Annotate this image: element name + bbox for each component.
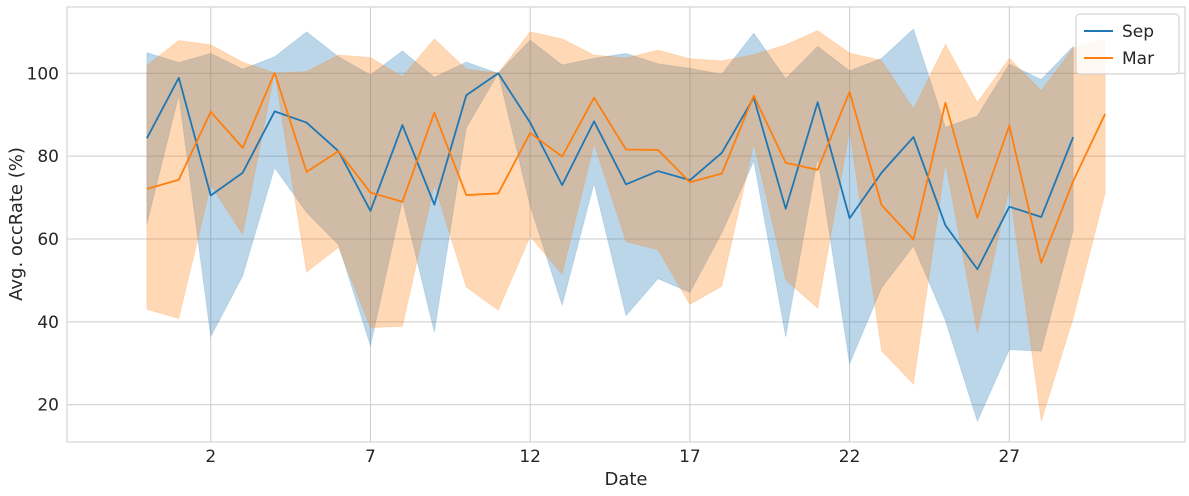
plot-frame	[66, 6, 1186, 443]
x-tick-label: 17	[679, 447, 701, 467]
x-tick-label: 22	[839, 447, 861, 467]
legend-label-sep: Sep	[1122, 22, 1154, 42]
band-sep	[146, 28, 1074, 423]
plot-background	[67, 7, 1185, 442]
series-line-mar	[146, 71, 1106, 264]
y-tick-label: 80	[37, 147, 59, 167]
y-tick-label: 20	[37, 396, 59, 416]
series-lines	[146, 71, 1106, 271]
y-tick-label: 60	[37, 230, 59, 250]
confidence-bands	[146, 28, 1106, 423]
x-axis-label: Date	[604, 469, 647, 490]
x-tick-label: 7	[365, 447, 376, 467]
y-axis-label: Avg. occRate (%)	[6, 147, 27, 301]
series-line-sep	[146, 72, 1075, 271]
x-tick-label: 12	[519, 447, 541, 467]
y-tick-label: 40	[37, 313, 59, 333]
legend: Sep Mar	[1075, 13, 1180, 75]
y-tick-label: 100	[27, 64, 59, 84]
legend-label-mar: Mar	[1122, 49, 1154, 69]
x-tick-label: 27	[998, 447, 1020, 467]
x-tick-label: 2	[205, 447, 216, 467]
band-mar	[146, 30, 1106, 422]
